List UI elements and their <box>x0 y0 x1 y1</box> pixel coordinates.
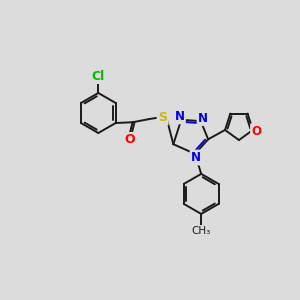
Text: CH₃: CH₃ <box>192 226 211 236</box>
Text: N: N <box>175 110 184 123</box>
Text: N: N <box>198 112 208 124</box>
Text: Cl: Cl <box>92 70 105 83</box>
Text: O: O <box>251 125 262 138</box>
Text: N: N <box>191 151 201 164</box>
Text: O: O <box>124 134 135 146</box>
Text: S: S <box>158 111 167 124</box>
